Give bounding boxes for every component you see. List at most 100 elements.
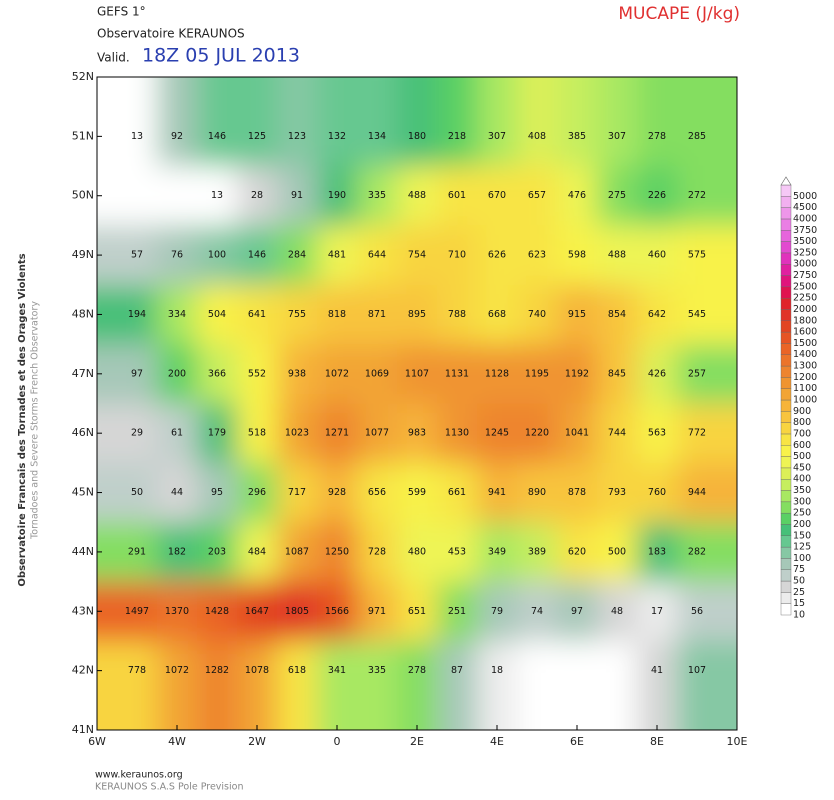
field-cell bbox=[477, 166, 518, 227]
colorbar-box bbox=[780, 343, 792, 355]
grid-value: 257 bbox=[688, 368, 706, 379]
field-cell bbox=[357, 522, 398, 583]
field-cell bbox=[157, 403, 198, 464]
colorbar: 1015255075100125150200250300350400450500… bbox=[780, 176, 817, 621]
grid-value: 1077 bbox=[365, 428, 389, 439]
colorbar-label: 1800 bbox=[793, 315, 817, 326]
field-cell bbox=[557, 77, 598, 168]
field-cell bbox=[157, 166, 198, 227]
colorbar-label: 3250 bbox=[793, 247, 817, 258]
grid-value: 18 bbox=[491, 665, 503, 676]
field-cell bbox=[197, 403, 238, 464]
field-cell bbox=[597, 640, 638, 730]
colorbar-label: 250 bbox=[793, 508, 811, 519]
colorbar-box bbox=[780, 377, 792, 389]
grid-value: 1078 bbox=[245, 665, 269, 676]
grid-value: 728 bbox=[368, 546, 386, 557]
grid-value: 203 bbox=[208, 546, 226, 557]
field-cell bbox=[477, 522, 518, 583]
colorbar-label: 600 bbox=[793, 440, 811, 451]
colorbar-box bbox=[780, 196, 792, 208]
grid-value: 1282 bbox=[205, 665, 229, 676]
grid-value: 87 bbox=[451, 665, 463, 676]
field-cell bbox=[317, 225, 358, 286]
field-cell bbox=[237, 225, 278, 286]
field-cell bbox=[157, 581, 198, 642]
field-cell bbox=[197, 166, 238, 227]
colorbar-box bbox=[780, 230, 792, 242]
colorbar-box bbox=[780, 546, 792, 559]
grid-value: 504 bbox=[208, 309, 226, 320]
field-cell bbox=[677, 403, 737, 464]
grid-value: 1192 bbox=[565, 368, 589, 379]
grid-value: 1497 bbox=[125, 606, 149, 617]
colorbar-box bbox=[780, 309, 792, 321]
grid-value: 1023 bbox=[285, 428, 309, 439]
lon-label: 6W bbox=[88, 735, 106, 748]
field-cell bbox=[437, 284, 478, 346]
field-cell bbox=[237, 403, 278, 464]
grid-value: 56 bbox=[691, 606, 703, 617]
field-cell bbox=[677, 166, 737, 227]
field-cell bbox=[517, 77, 558, 168]
field-cell bbox=[97, 284, 158, 346]
grid-value: 488 bbox=[608, 250, 626, 261]
field-cell bbox=[197, 522, 238, 583]
lon-label: 2E bbox=[410, 735, 424, 748]
grid-value: 971 bbox=[368, 606, 386, 617]
grid-value: 778 bbox=[128, 665, 146, 676]
grid-value: 1131 bbox=[445, 368, 469, 379]
colorbar-box bbox=[780, 207, 792, 220]
grid-value: 341 bbox=[328, 665, 346, 676]
parameter: MUCAPE (J/kg) bbox=[618, 4, 740, 24]
field-cell bbox=[517, 462, 558, 524]
grid-value: 642 bbox=[648, 309, 666, 320]
colorbar-label: 2500 bbox=[793, 281, 817, 292]
grid-value: 179 bbox=[208, 428, 226, 439]
grid-value: 278 bbox=[408, 665, 426, 676]
lat-label: 46N bbox=[72, 426, 94, 439]
colorbar-box bbox=[780, 592, 792, 604]
grid-value: 928 bbox=[328, 487, 346, 498]
grid-value: 29 bbox=[131, 428, 143, 439]
colorbar-label: 1500 bbox=[793, 338, 817, 349]
field-cell bbox=[157, 640, 198, 730]
grid-value: 871 bbox=[368, 309, 386, 320]
field-cell bbox=[157, 344, 198, 405]
colorbar-label: 300 bbox=[793, 496, 811, 507]
field-cell bbox=[317, 640, 358, 730]
grid-value: 938 bbox=[288, 368, 306, 379]
colorbar-label: 5000 bbox=[793, 191, 817, 202]
colorbar-box bbox=[780, 569, 792, 582]
colorbar-arrow bbox=[780, 176, 792, 186]
grid-value: 626 bbox=[488, 250, 506, 261]
colorbar-box bbox=[780, 456, 792, 469]
field-cell bbox=[597, 284, 638, 346]
colorbar-label: 450 bbox=[793, 462, 811, 473]
field-cell bbox=[397, 522, 438, 583]
field-cell bbox=[157, 284, 198, 346]
colorbar-box bbox=[780, 399, 792, 412]
colorbar-box bbox=[780, 433, 792, 446]
field-cell bbox=[477, 403, 518, 464]
colorbar-label: 800 bbox=[793, 417, 811, 428]
grid-value: 28 bbox=[251, 190, 263, 201]
field-cell bbox=[437, 166, 478, 227]
field-cell bbox=[477, 640, 518, 730]
colorbar-box bbox=[780, 422, 792, 435]
grid-value: 488 bbox=[408, 190, 426, 201]
grid-value: 282 bbox=[688, 546, 706, 557]
colorbar-box bbox=[780, 445, 792, 457]
grid-value: 17 bbox=[651, 606, 663, 617]
grid-value: 1245 bbox=[485, 428, 509, 439]
grid-value: 79 bbox=[491, 606, 503, 617]
field-cell bbox=[197, 344, 238, 405]
grid-value: 385 bbox=[568, 131, 586, 142]
grid-value: 623 bbox=[528, 250, 546, 261]
grid-value: 481 bbox=[328, 250, 346, 261]
field-cell bbox=[397, 284, 438, 346]
grid-value: 476 bbox=[568, 190, 586, 201]
colorbar-label: 1300 bbox=[793, 361, 817, 372]
field-cell bbox=[397, 344, 438, 405]
